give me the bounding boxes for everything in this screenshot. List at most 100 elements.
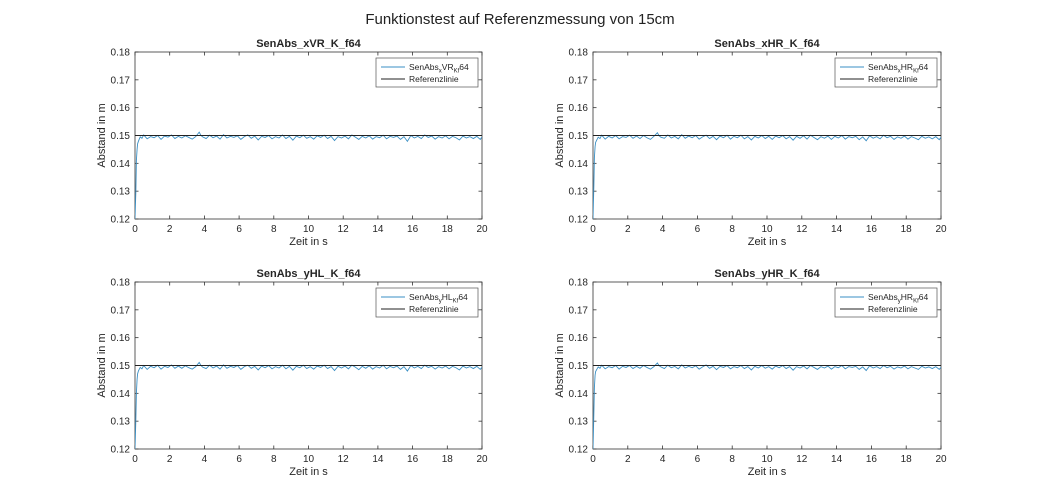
x-tick-label: 2 bbox=[625, 224, 631, 235]
x-tick-label: 18 bbox=[901, 454, 913, 465]
x-tick-label: 6 bbox=[236, 224, 242, 235]
x-tick-label: 14 bbox=[831, 454, 843, 465]
y-tick-label: 0.16 bbox=[111, 333, 131, 344]
x-tick-label: 2 bbox=[625, 454, 631, 465]
y-tick-label: 0.18 bbox=[111, 48, 131, 59]
legend-box bbox=[834, 287, 938, 318]
x-tick-label: 12 bbox=[796, 224, 808, 235]
y-tick-label: 0.15 bbox=[569, 131, 589, 142]
y-tick-label: 0.13 bbox=[111, 187, 131, 198]
x-axis-label: Zeit in s bbox=[289, 466, 328, 478]
chart-panel-2: 0 2 4 6 8 10 12 14 16 18 20 0.12 0.13 0.14 0.15 0.16 0.1… bbox=[554, 38, 947, 248]
y-tick-label: 0.15 bbox=[111, 361, 131, 372]
legend-label: SenAbsyHRKf64 bbox=[868, 292, 928, 305]
x-tick-label: 8 bbox=[729, 224, 735, 235]
x-tick-label: 18 bbox=[442, 224, 454, 235]
legend-label: Referenzlinie bbox=[868, 74, 918, 84]
y-tick-label: 0.17 bbox=[569, 75, 589, 86]
x-tick-label: 0 bbox=[132, 454, 138, 465]
x-tick-label: 2 bbox=[167, 454, 173, 465]
panel-title: SenAbs_xHR_K_f64 bbox=[714, 38, 820, 50]
panel-title: SenAbs_yHL_K_f64 bbox=[257, 268, 362, 280]
x-tick-label: 8 bbox=[271, 224, 277, 235]
legend-label: Referenzlinie bbox=[868, 304, 918, 314]
y-axis-label: Abstand in m bbox=[96, 333, 108, 397]
x-tick-label: 8 bbox=[729, 454, 735, 465]
legend-box bbox=[375, 57, 479, 88]
x-tick-label: 10 bbox=[761, 224, 773, 235]
x-tick-label: 20 bbox=[476, 454, 488, 465]
x-tick-label: 10 bbox=[761, 454, 773, 465]
x-tick-label: 20 bbox=[935, 454, 947, 465]
y-tick-label: 0.13 bbox=[111, 417, 131, 428]
x-tick-label: 8 bbox=[271, 454, 277, 465]
y-tick-label: 0.18 bbox=[569, 48, 589, 59]
y-axis-label: Abstand in m bbox=[554, 103, 566, 167]
y-tick-label: 0.14 bbox=[111, 389, 131, 400]
y-tick-label: 0.12 bbox=[569, 445, 589, 456]
x-tick-label: 14 bbox=[831, 224, 843, 235]
x-tick-label: 0 bbox=[590, 224, 596, 235]
x-tick-label: 16 bbox=[866, 224, 878, 235]
x-tick-label: 6 bbox=[236, 454, 242, 465]
y-tick-label: 0.12 bbox=[569, 215, 589, 226]
x-tick-label: 12 bbox=[338, 224, 350, 235]
y-tick-label: 0.17 bbox=[569, 305, 589, 316]
x-axis-label: Zeit in s bbox=[748, 236, 787, 248]
measurement-line bbox=[135, 131, 482, 219]
x-tick-label: 16 bbox=[407, 454, 419, 465]
x-tick-label: 4 bbox=[660, 224, 666, 235]
y-tick-label: 0.12 bbox=[111, 445, 131, 456]
x-tick-label: 20 bbox=[476, 224, 488, 235]
legend-label: SenAbsxHRKf64 bbox=[868, 62, 928, 75]
x-tick-label: 16 bbox=[866, 454, 878, 465]
legend-label: Referenzlinie bbox=[409, 74, 459, 84]
x-tick-label: 6 bbox=[695, 454, 701, 465]
panel-title: SenAbs_yHR_K_f64 bbox=[714, 268, 820, 280]
y-tick-label: 0.13 bbox=[569, 187, 589, 198]
y-tick-label: 0.14 bbox=[111, 159, 131, 170]
y-tick-label: 0.18 bbox=[569, 278, 589, 289]
x-tick-label: 4 bbox=[202, 454, 208, 465]
x-tick-label: 0 bbox=[132, 224, 138, 235]
x-tick-label: 18 bbox=[442, 454, 454, 465]
legend-label: SenAbsxVRKf64 bbox=[409, 62, 469, 75]
y-axis-label: Abstand in m bbox=[96, 103, 108, 167]
chart-panel-1: 0 2 4 6 8 10 12 14 16 18 20 0.12 0.13 0.14 0.15 0.16 0.1… bbox=[96, 38, 488, 248]
y-tick-label: 0.16 bbox=[111, 103, 131, 114]
y-tick-label: 0.17 bbox=[111, 75, 131, 86]
y-tick-label: 0.15 bbox=[569, 361, 589, 372]
legend-box bbox=[375, 287, 479, 318]
x-tick-label: 18 bbox=[901, 224, 913, 235]
y-tick-label: 0.16 bbox=[569, 103, 589, 114]
y-tick-label: 0.18 bbox=[111, 278, 131, 289]
y-tick-label: 0.13 bbox=[569, 417, 589, 428]
measurement-line bbox=[135, 361, 482, 449]
x-tick-label: 0 bbox=[590, 454, 596, 465]
y-tick-label: 0.12 bbox=[111, 215, 131, 226]
x-tick-label: 12 bbox=[338, 454, 350, 465]
x-tick-label: 10 bbox=[303, 454, 315, 465]
x-tick-label: 12 bbox=[796, 454, 808, 465]
y-tick-label: 0.14 bbox=[569, 159, 589, 170]
x-tick-label: 14 bbox=[372, 224, 384, 235]
x-tick-label: 4 bbox=[202, 224, 208, 235]
y-tick-label: 0.17 bbox=[111, 305, 131, 316]
x-tick-label: 2 bbox=[167, 224, 173, 235]
x-tick-label: 6 bbox=[695, 224, 701, 235]
legend-box bbox=[834, 57, 938, 88]
x-axis-label: Zeit in s bbox=[289, 236, 328, 248]
y-axis-label: Abstand in m bbox=[554, 333, 566, 397]
legend-label: Referenzlinie bbox=[409, 304, 459, 314]
figure-title: Funktionstest auf Referenzmessung von 15… bbox=[365, 11, 675, 28]
x-tick-label: 10 bbox=[303, 224, 315, 235]
y-tick-label: 0.15 bbox=[111, 131, 131, 142]
x-tick-label: 4 bbox=[660, 454, 666, 465]
y-tick-label: 0.14 bbox=[569, 389, 589, 400]
chart-panel-3: 0 2 4 6 8 10 12 14 16 18 20 0.12 0.13 0.14 0.15 0.16 0.1… bbox=[96, 268, 488, 478]
